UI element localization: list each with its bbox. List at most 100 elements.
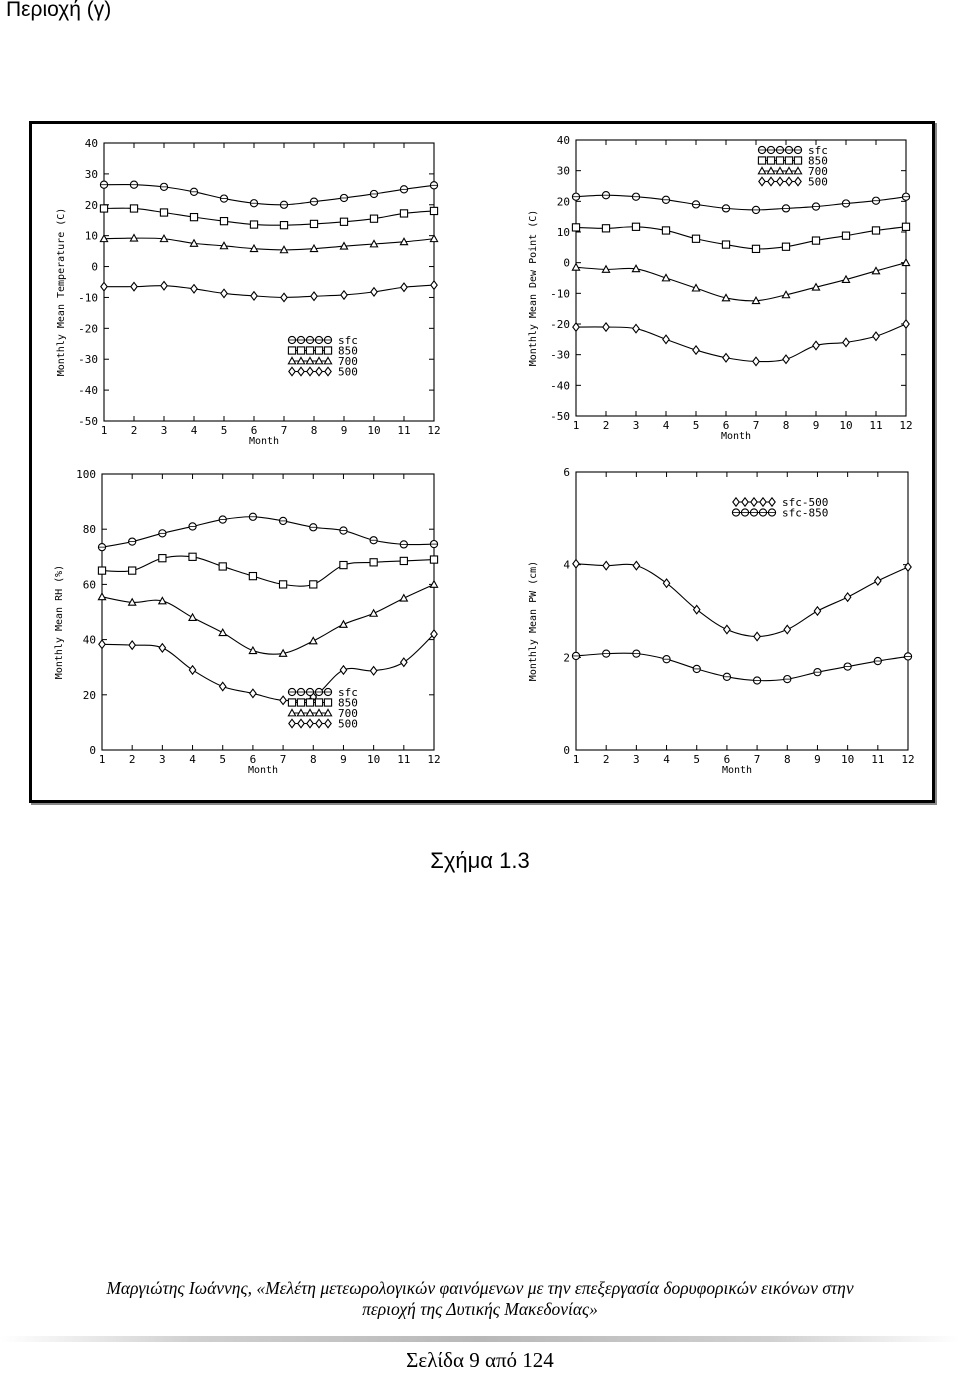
legend-marker (766, 166, 776, 175)
legend-marker (794, 176, 802, 187)
point-500 (279, 695, 287, 706)
line-sfc-850 (575, 652, 909, 682)
point-850 (429, 555, 439, 564)
point-500 (430, 279, 438, 291)
point-700 (248, 645, 258, 655)
point-500 (339, 664, 348, 676)
legend-marker (784, 156, 794, 165)
legend-marker (288, 366, 296, 377)
legend-marker (315, 366, 323, 377)
legend-marker (314, 356, 324, 365)
x-tick-label: 6 (251, 424, 258, 437)
line-sfc (575, 194, 907, 211)
point-500 (190, 283, 198, 294)
y-tick-label: 20 (85, 199, 98, 212)
point-500 (158, 642, 167, 653)
footer-line-2: περιοχή της Δυτικής Μακεδονίας» (362, 1299, 598, 1319)
point-500 (340, 289, 348, 301)
legend-marker (324, 366, 332, 377)
x-tick-label: 7 (280, 753, 287, 766)
x-tick-label: 12 (901, 753, 914, 766)
y-tick-label: 0 (563, 744, 570, 757)
legend-marker (793, 166, 803, 175)
y-tick-label: 30 (85, 168, 98, 181)
line-850 (101, 555, 435, 587)
point-500 (98, 639, 106, 650)
point-700 (901, 257, 911, 267)
legend-marker (323, 698, 333, 707)
point-sfc-500 (783, 624, 792, 635)
x-tick-label: 11 (869, 419, 882, 432)
point-500 (370, 286, 378, 297)
legend-label: sfc-500 (782, 496, 828, 509)
x-tick-label: 3 (161, 424, 168, 437)
point-700 (721, 293, 731, 302)
legend-label: sfc (808, 144, 828, 157)
x-tick-label: 11 (871, 753, 884, 766)
legend-marker (767, 176, 775, 187)
line-500 (101, 633, 435, 702)
x-tick-label: 10 (367, 424, 380, 437)
point-500 (782, 354, 790, 365)
point-850 (279, 221, 289, 230)
series-700 (571, 257, 911, 305)
point-500 (249, 688, 257, 699)
point-850 (429, 206, 439, 216)
line-700 (103, 237, 435, 251)
point-700 (189, 238, 199, 247)
legend-marker (296, 698, 306, 707)
x-tick-label: 2 (131, 424, 138, 437)
legend-marker (305, 698, 315, 707)
series-850 (571, 222, 911, 254)
point-850 (309, 580, 318, 589)
x-tick-label: 9 (814, 753, 821, 766)
x-tick-label: 1 (573, 753, 580, 766)
y-axis-label: Monthly Mean Temperature (C) (56, 208, 67, 377)
series-850 (97, 552, 439, 589)
x-tick-label: 1 (99, 753, 106, 766)
point-700 (871, 266, 881, 275)
point-700 (429, 579, 439, 588)
point-700 (157, 596, 167, 605)
line-sfc (103, 183, 435, 206)
x-tick-label: 4 (663, 419, 670, 432)
point-850 (601, 224, 611, 233)
point-700 (127, 597, 137, 606)
y-tick-label: 0 (563, 257, 570, 270)
point-500 (902, 318, 910, 330)
point-500 (842, 337, 850, 348)
point-850 (871, 226, 881, 235)
series-500 (572, 318, 910, 367)
series-sfc-500 (572, 558, 912, 642)
point-500 (128, 640, 137, 651)
footer-line-1: Μαργιώτης Ιωάννης, «Μελέτη μετεωρολογικώ… (106, 1278, 854, 1298)
point-850 (369, 558, 378, 567)
legend-label: sfc (338, 686, 358, 699)
legend-marker (305, 346, 315, 355)
legend-marker (287, 708, 297, 717)
x-tick-label: 11 (397, 424, 410, 437)
legend-marker (757, 156, 767, 165)
series-500 (100, 279, 438, 303)
dew-point-chart: 1 2 3 4 5 6 7 8 9 10 11 12 40 30 20 10 0 -10 -20 -30 -40 -50 M… (514, 128, 934, 458)
footer-citation: Μαργιώτης Ιωάννης, «Μελέτη μετεωρολογικώ… (0, 1278, 960, 1320)
x-tick-label: 4 (191, 424, 198, 437)
x-tick-label: 6 (723, 419, 730, 432)
point-700 (308, 636, 318, 645)
legend-marker (314, 708, 324, 717)
point-700 (218, 627, 228, 637)
legend-label: 500 (808, 176, 828, 189)
legend-marker (296, 346, 306, 355)
point-850 (188, 552, 197, 561)
point-500 (130, 281, 138, 292)
x-tick-label: 8 (784, 753, 791, 766)
series-700 (99, 233, 439, 254)
point-500 (632, 323, 640, 334)
point-700 (631, 264, 641, 273)
y-tick-label: 40 (557, 134, 570, 147)
point-700 (691, 283, 701, 292)
point-850 (811, 236, 821, 245)
footer-divider (0, 1336, 960, 1342)
legend-marker (314, 698, 324, 707)
